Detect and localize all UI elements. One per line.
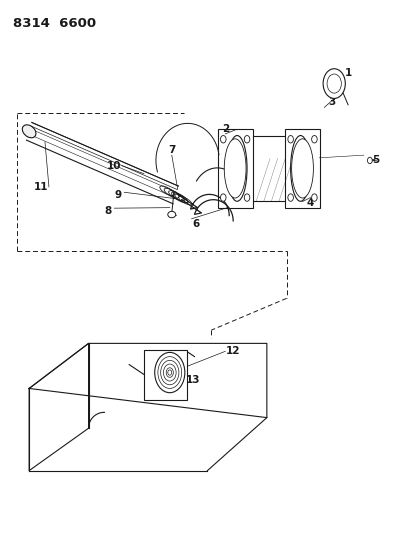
Circle shape [327,74,342,93]
Circle shape [288,135,293,143]
Text: 13: 13 [186,375,201,385]
Text: 8: 8 [105,206,112,216]
Text: 6: 6 [192,219,199,229]
Circle shape [244,194,250,201]
Text: 3: 3 [329,97,336,107]
Circle shape [288,194,293,201]
Ellipse shape [227,135,247,201]
Circle shape [221,194,226,201]
Ellipse shape [231,146,243,191]
Ellipse shape [224,139,246,198]
Text: 4: 4 [307,198,314,208]
Circle shape [367,157,372,164]
Circle shape [168,370,172,375]
Text: 10: 10 [107,161,122,171]
Ellipse shape [294,146,306,191]
Text: 9: 9 [115,190,122,200]
Circle shape [155,352,185,393]
FancyBboxPatch shape [285,129,320,208]
Text: 1: 1 [344,68,352,78]
Text: 12: 12 [226,346,241,357]
Circle shape [221,135,226,143]
Ellipse shape [290,135,310,201]
Ellipse shape [22,125,36,138]
FancyBboxPatch shape [144,350,188,400]
Ellipse shape [292,139,313,198]
Circle shape [323,69,345,99]
Text: 7: 7 [168,145,176,155]
Text: 2: 2 [221,124,229,134]
Text: 5: 5 [372,156,379,165]
Circle shape [312,135,317,143]
Circle shape [312,194,317,201]
Text: 11: 11 [34,182,48,192]
FancyBboxPatch shape [217,129,253,208]
Ellipse shape [168,212,176,217]
Text: 8314  6600: 8314 6600 [13,17,97,30]
Circle shape [244,135,250,143]
